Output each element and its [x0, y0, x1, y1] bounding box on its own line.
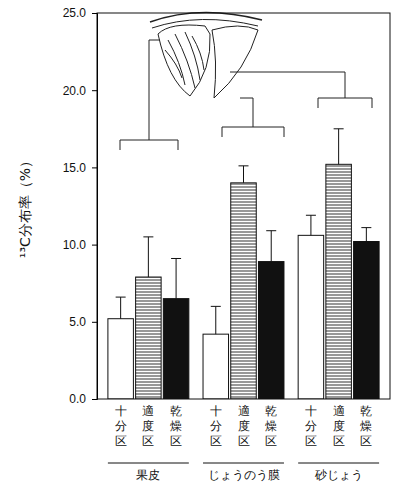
tick-mark: [92, 399, 97, 400]
tick-label: 5.0: [69, 315, 86, 329]
bar: [108, 319, 134, 399]
error-line: [120, 297, 121, 319]
bar: [354, 242, 380, 399]
error-cap: [334, 128, 344, 129]
tick-mark: [92, 245, 97, 246]
error-line: [310, 215, 311, 235]
error-cap: [143, 236, 153, 237]
series-label: 適度区: [238, 404, 250, 448]
axis-line: [92, 14, 98, 400]
category-label: 果皮: [136, 468, 160, 482]
group-underline: [298, 463, 379, 464]
series-label: 適度区: [142, 404, 154, 448]
error-cap: [306, 215, 316, 216]
tick-label: 0.0: [69, 392, 86, 406]
y-axis-title: ¹³C分布率（%）: [17, 154, 33, 258]
tick-label: 25.0: [63, 6, 87, 20]
bar: [231, 183, 257, 399]
error-bar: [171, 258, 181, 298]
tick: 15.0: [63, 161, 97, 175]
error-bar: [361, 228, 371, 242]
error-bar: [143, 237, 153, 277]
tick-label: 20.0: [63, 84, 87, 98]
error-bar: [306, 215, 316, 235]
group-underline: [108, 463, 189, 464]
bracket: [120, 40, 372, 150]
tick: 10.0: [63, 238, 97, 252]
tick-mark: [92, 167, 97, 168]
error-bar: [116, 297, 126, 319]
tick: 0.0: [69, 392, 97, 406]
bar: [258, 262, 284, 399]
series-label: 十分区: [115, 404, 127, 448]
error-cap: [361, 227, 371, 228]
plot-area: [108, 129, 379, 399]
y-axis: 0.0 5.0 10.0 15.0 20.0 25.0: [63, 6, 98, 406]
series-label: 十分区: [210, 404, 222, 448]
error-bar: [211, 306, 221, 334]
category-label: じょうのう膜: [208, 468, 280, 482]
plot-frame: [97, 13, 390, 399]
error-line: [366, 228, 367, 242]
tick: 25.0: [63, 6, 97, 20]
series-label: 乾燥区: [170, 404, 182, 448]
tick: 20.0: [63, 84, 97, 98]
series-label: 十分区: [305, 404, 317, 448]
error-line: [243, 166, 244, 183]
error-line: [338, 129, 339, 165]
series-label: 乾燥区: [360, 404, 372, 448]
bar: [203, 334, 229, 399]
error-line: [148, 237, 149, 277]
tick-mark: [92, 13, 97, 14]
bar: [163, 299, 189, 399]
error-cap: [171, 258, 181, 259]
error-cap: [266, 230, 276, 231]
tick: 5.0: [69, 315, 97, 329]
error-bar: [239, 166, 249, 183]
bar: [298, 235, 324, 399]
bar: [326, 164, 352, 399]
error-cap: [116, 297, 126, 298]
tick-label: 10.0: [63, 238, 87, 252]
chart: 0.0 5.0 10.0 15.0 20.0 25.0 ¹³C分布率（%） 十分区 適度区 乾燥区…: [0, 0, 394, 485]
error-cap: [211, 306, 221, 307]
category-label: 砂じょう: [314, 468, 363, 482]
error-bar: [266, 231, 276, 262]
error-bar: [334, 129, 344, 165]
series-label: 乾燥区: [265, 404, 277, 448]
tick-mark: [92, 322, 97, 323]
error-line: [176, 258, 177, 298]
bar: [136, 277, 162, 399]
series-label: 適度区: [333, 404, 345, 448]
tick-label: 15.0: [63, 161, 87, 175]
tick-mark: [92, 90, 97, 91]
group-underline: [203, 463, 284, 464]
error-cap: [239, 165, 249, 166]
error-line: [215, 306, 216, 334]
fruit-illustration: [150, 12, 262, 98]
error-line: [271, 231, 272, 262]
